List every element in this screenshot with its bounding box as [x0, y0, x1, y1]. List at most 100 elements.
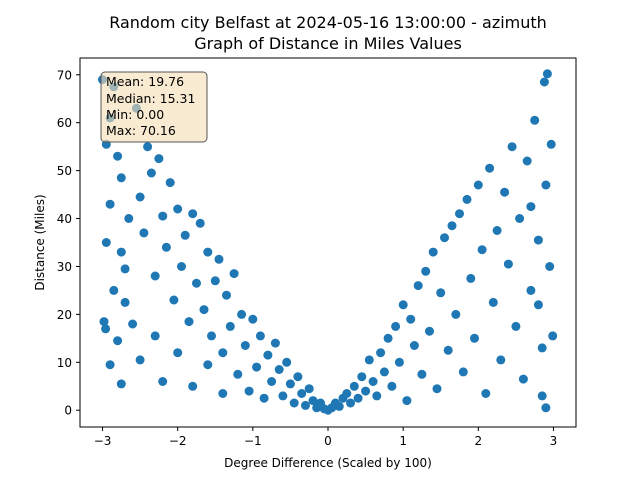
data-point-128	[515, 214, 525, 223]
data-point-84	[349, 381, 359, 391]
data-point-58	[252, 362, 262, 372]
y-tick-label: 50	[57, 164, 72, 178]
data-point-80	[334, 401, 344, 411]
data-point-4	[105, 199, 115, 209]
data-point-83	[346, 398, 355, 408]
stat-median: Median: 15.31	[106, 91, 195, 106]
data-point-18	[128, 319, 138, 329]
x-tick-label: 2	[474, 434, 482, 448]
data-point-43	[203, 247, 213, 257]
data-point-28	[158, 211, 168, 221]
data-point-7	[101, 238, 111, 247]
data-point-38	[188, 209, 198, 219]
data-point-99	[406, 314, 416, 324]
data-point-48	[218, 348, 228, 358]
data-point-29	[158, 377, 168, 386]
data-point-11	[109, 285, 119, 295]
x-tick-label: 3	[550, 434, 558, 448]
data-point-85	[353, 393, 363, 403]
data-point-133	[533, 235, 543, 245]
data-point-86	[357, 372, 367, 382]
data-point-50	[222, 290, 231, 300]
data-point-30	[161, 242, 171, 252]
data-point-127	[511, 321, 521, 331]
data-point-111	[451, 309, 461, 319]
data-point-12	[113, 336, 123, 346]
data-point-13	[116, 247, 126, 257]
data-point-16	[120, 264, 130, 274]
data-point-114	[462, 194, 472, 204]
data-point-45	[207, 331, 216, 341]
data-point-24	[146, 168, 156, 178]
data-point-56	[244, 386, 254, 396]
x-tick-label: −3	[94, 434, 112, 448]
data-point-125	[503, 259, 513, 269]
data-point-142	[537, 391, 547, 401]
data-point-87	[361, 386, 371, 396]
data-point-107	[436, 288, 446, 298]
data-point-52	[229, 269, 239, 279]
data-point-60	[259, 393, 269, 403]
data-point-54	[237, 309, 247, 319]
data-point-104	[425, 326, 434, 336]
stat-mean: Mean: 19.76	[106, 74, 184, 89]
data-point-59	[255, 331, 265, 341]
data-point-23	[143, 142, 153, 152]
x-tick-label: 1	[399, 434, 407, 448]
stats-box: Mean: 19.76 Median: 15.31 Min: 0.00 Max:…	[100, 71, 208, 143]
data-point-126	[507, 142, 517, 152]
data-point-34	[173, 348, 183, 358]
data-point-92	[379, 367, 389, 377]
y-axis-label: Distance (Miles)	[33, 194, 47, 290]
x-tick-label: −2	[169, 434, 187, 448]
data-point-65	[278, 391, 288, 401]
data-point-136	[541, 180, 551, 190]
data-point-21	[135, 355, 145, 365]
data-point-66	[282, 357, 292, 367]
data-point-98	[402, 396, 412, 406]
data-point-57	[248, 314, 258, 324]
data-point-100	[409, 341, 419, 350]
data-point-91	[376, 348, 386, 358]
data-point-42	[199, 305, 209, 315]
data-point-49	[218, 389, 228, 398]
data-point-122	[492, 226, 502, 235]
data-point-8	[99, 317, 109, 327]
data-point-9	[101, 324, 111, 334]
data-point-39	[188, 381, 198, 391]
data-point-70	[297, 389, 307, 398]
data-point-109	[443, 345, 453, 355]
data-point-110	[447, 221, 457, 231]
y-axis-ticks: 0 10 20 30 40 50 60 70	[57, 68, 80, 418]
data-point-61	[263, 350, 273, 360]
data-point-129	[518, 374, 528, 384]
data-point-25	[150, 271, 160, 281]
data-point-138	[545, 262, 555, 271]
data-point-93	[383, 333, 393, 343]
data-point-20	[135, 192, 145, 202]
data-point-101	[413, 281, 423, 291]
data-point-17	[124, 214, 134, 223]
chart-title-line1: Random city Belfast at 2024-05-16 13:00:…	[109, 13, 547, 32]
stat-max: Max: 70.16	[106, 123, 176, 138]
y-tick-label: 40	[57, 212, 72, 226]
data-point-143	[533, 300, 543, 310]
data-point-96	[394, 357, 404, 367]
y-tick-label: 60	[57, 116, 72, 130]
data-point-90	[372, 391, 382, 401]
data-point-31	[165, 178, 175, 188]
data-point-82	[342, 389, 352, 398]
data-point-27	[154, 154, 164, 164]
data-point-139	[546, 139, 556, 149]
data-point-6	[116, 173, 126, 183]
data-point-73	[308, 396, 318, 406]
data-point-67	[285, 379, 295, 389]
data-point-94	[387, 381, 397, 391]
data-point-14	[120, 297, 130, 307]
y-tick-label: 30	[57, 260, 72, 274]
y-tick-label: 70	[57, 68, 72, 82]
data-point-97	[398, 300, 408, 310]
data-point-15	[116, 379, 126, 389]
data-point-108	[440, 233, 449, 243]
